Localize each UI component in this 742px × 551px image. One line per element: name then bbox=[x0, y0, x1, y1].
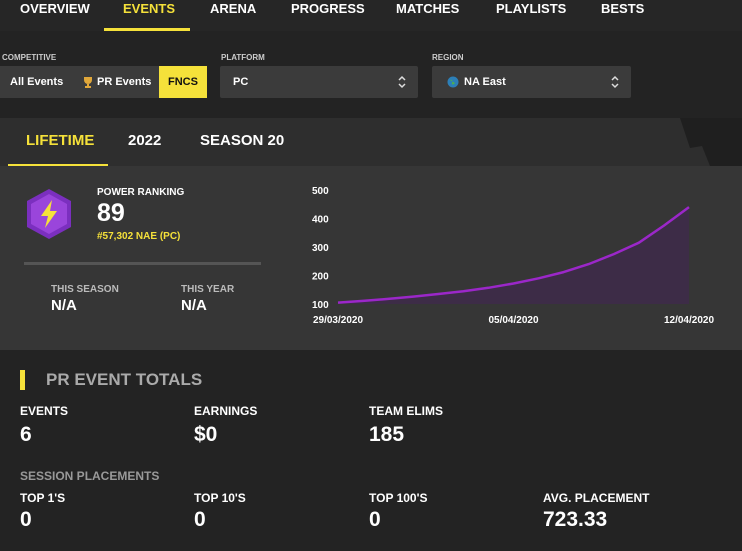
area bbox=[338, 186, 689, 304]
section-title: PR EVENT TOTALS bbox=[46, 370, 203, 389]
stat-label: EARNINGS bbox=[194, 404, 258, 418]
option-button[interactable]: All Events bbox=[10, 76, 64, 88]
option-button[interactable]: FNCS bbox=[159, 66, 207, 98]
segment-bg bbox=[0, 66, 159, 98]
active-underline bbox=[104, 28, 190, 31]
pr-label: POWER RANKING bbox=[97, 187, 185, 198]
nav-tab[interactable]: OVERVIEW bbox=[20, 1, 90, 16]
globe-icon bbox=[447, 76, 459, 88]
filter-label: COMPETITIVE bbox=[2, 53, 57, 62]
trophy-icon bbox=[84, 77, 92, 88]
filter-label: REGION bbox=[432, 53, 464, 62]
nav-tab[interactable]: PLAYLISTS bbox=[496, 1, 567, 16]
stat-label: TOP 1'S bbox=[20, 491, 66, 505]
y-tick-label: 500 bbox=[312, 186, 329, 197]
section-subtitle: SESSION PLACEMENTS bbox=[20, 469, 160, 483]
divider bbox=[24, 262, 261, 265]
line bbox=[337, 206, 690, 304]
decoration bbox=[680, 118, 742, 166]
chart: 100 200 300 400 500 29/03/2020 05/04/2020 12/04… bbox=[312, 186, 714, 326]
y-tick-label: 300 bbox=[312, 243, 329, 254]
dropdown[interactable] bbox=[432, 66, 631, 98]
stat-value: 6 bbox=[20, 423, 32, 446]
period-tab[interactable]: 2022 bbox=[128, 132, 162, 149]
nav-tab[interactable]: BESTS bbox=[601, 1, 645, 16]
x-tick-label: 12/04/2020 bbox=[664, 315, 714, 326]
active-underline bbox=[8, 164, 108, 166]
stat-value: N/A bbox=[51, 297, 77, 314]
dropdown[interactable] bbox=[220, 66, 418, 98]
x-tick-label: 29/03/2020 bbox=[313, 315, 363, 326]
period-bar bbox=[0, 118, 742, 166]
period-tab[interactable]: LIFETIME bbox=[26, 132, 95, 149]
stat-label: AVG. PLACEMENT bbox=[543, 491, 650, 505]
dropdown-value: NA East bbox=[464, 76, 506, 88]
stat-value: 0 bbox=[369, 508, 381, 531]
stat-label: THIS YEAR bbox=[181, 284, 235, 295]
stat-value: 0 bbox=[20, 508, 32, 531]
dropdown-arrow bbox=[398, 75, 406, 89]
rank-icon bbox=[27, 189, 71, 239]
pr-rank: #57,302 NAE (PC) bbox=[97, 231, 181, 242]
nav-tab[interactable]: ARENA bbox=[210, 1, 257, 16]
pr-value: 89 bbox=[97, 199, 125, 227]
stat-value: N/A bbox=[181, 297, 207, 314]
option-button[interactable]: PR Events bbox=[97, 76, 152, 88]
stat-value: 723.33 bbox=[543, 508, 608, 531]
stat-label: TOP 10'S bbox=[194, 491, 246, 505]
x-tick-label: 05/04/2020 bbox=[488, 315, 538, 326]
dropdown-arrow bbox=[611, 75, 619, 89]
stat-label: THIS SEASON bbox=[51, 284, 119, 295]
stat-value: 185 bbox=[369, 423, 405, 446]
nav-tab[interactable]: PROGRESS bbox=[291, 1, 365, 16]
filter-label: PLATFORM bbox=[221, 53, 265, 62]
y-tick-label: 200 bbox=[312, 272, 329, 283]
y-tick-label: 400 bbox=[312, 215, 329, 226]
y-tick-label: 100 bbox=[312, 300, 329, 311]
nav-tab[interactable]: MATCHES bbox=[396, 1, 460, 16]
stat-label: TOP 100'S bbox=[369, 491, 428, 505]
nav-bar bbox=[0, 0, 742, 31]
stat-value: 0 bbox=[194, 508, 206, 531]
section-marker bbox=[20, 370, 25, 390]
period-tab[interactable]: SEASON 20 bbox=[200, 132, 285, 149]
stat-label: EVENTS bbox=[20, 404, 69, 418]
stat-label: TEAM ELIMS bbox=[369, 404, 443, 418]
nav-tab[interactable]: EVENTS bbox=[123, 1, 176, 16]
dropdown-value: PC bbox=[233, 76, 249, 88]
stat-value: $0 bbox=[194, 423, 218, 446]
